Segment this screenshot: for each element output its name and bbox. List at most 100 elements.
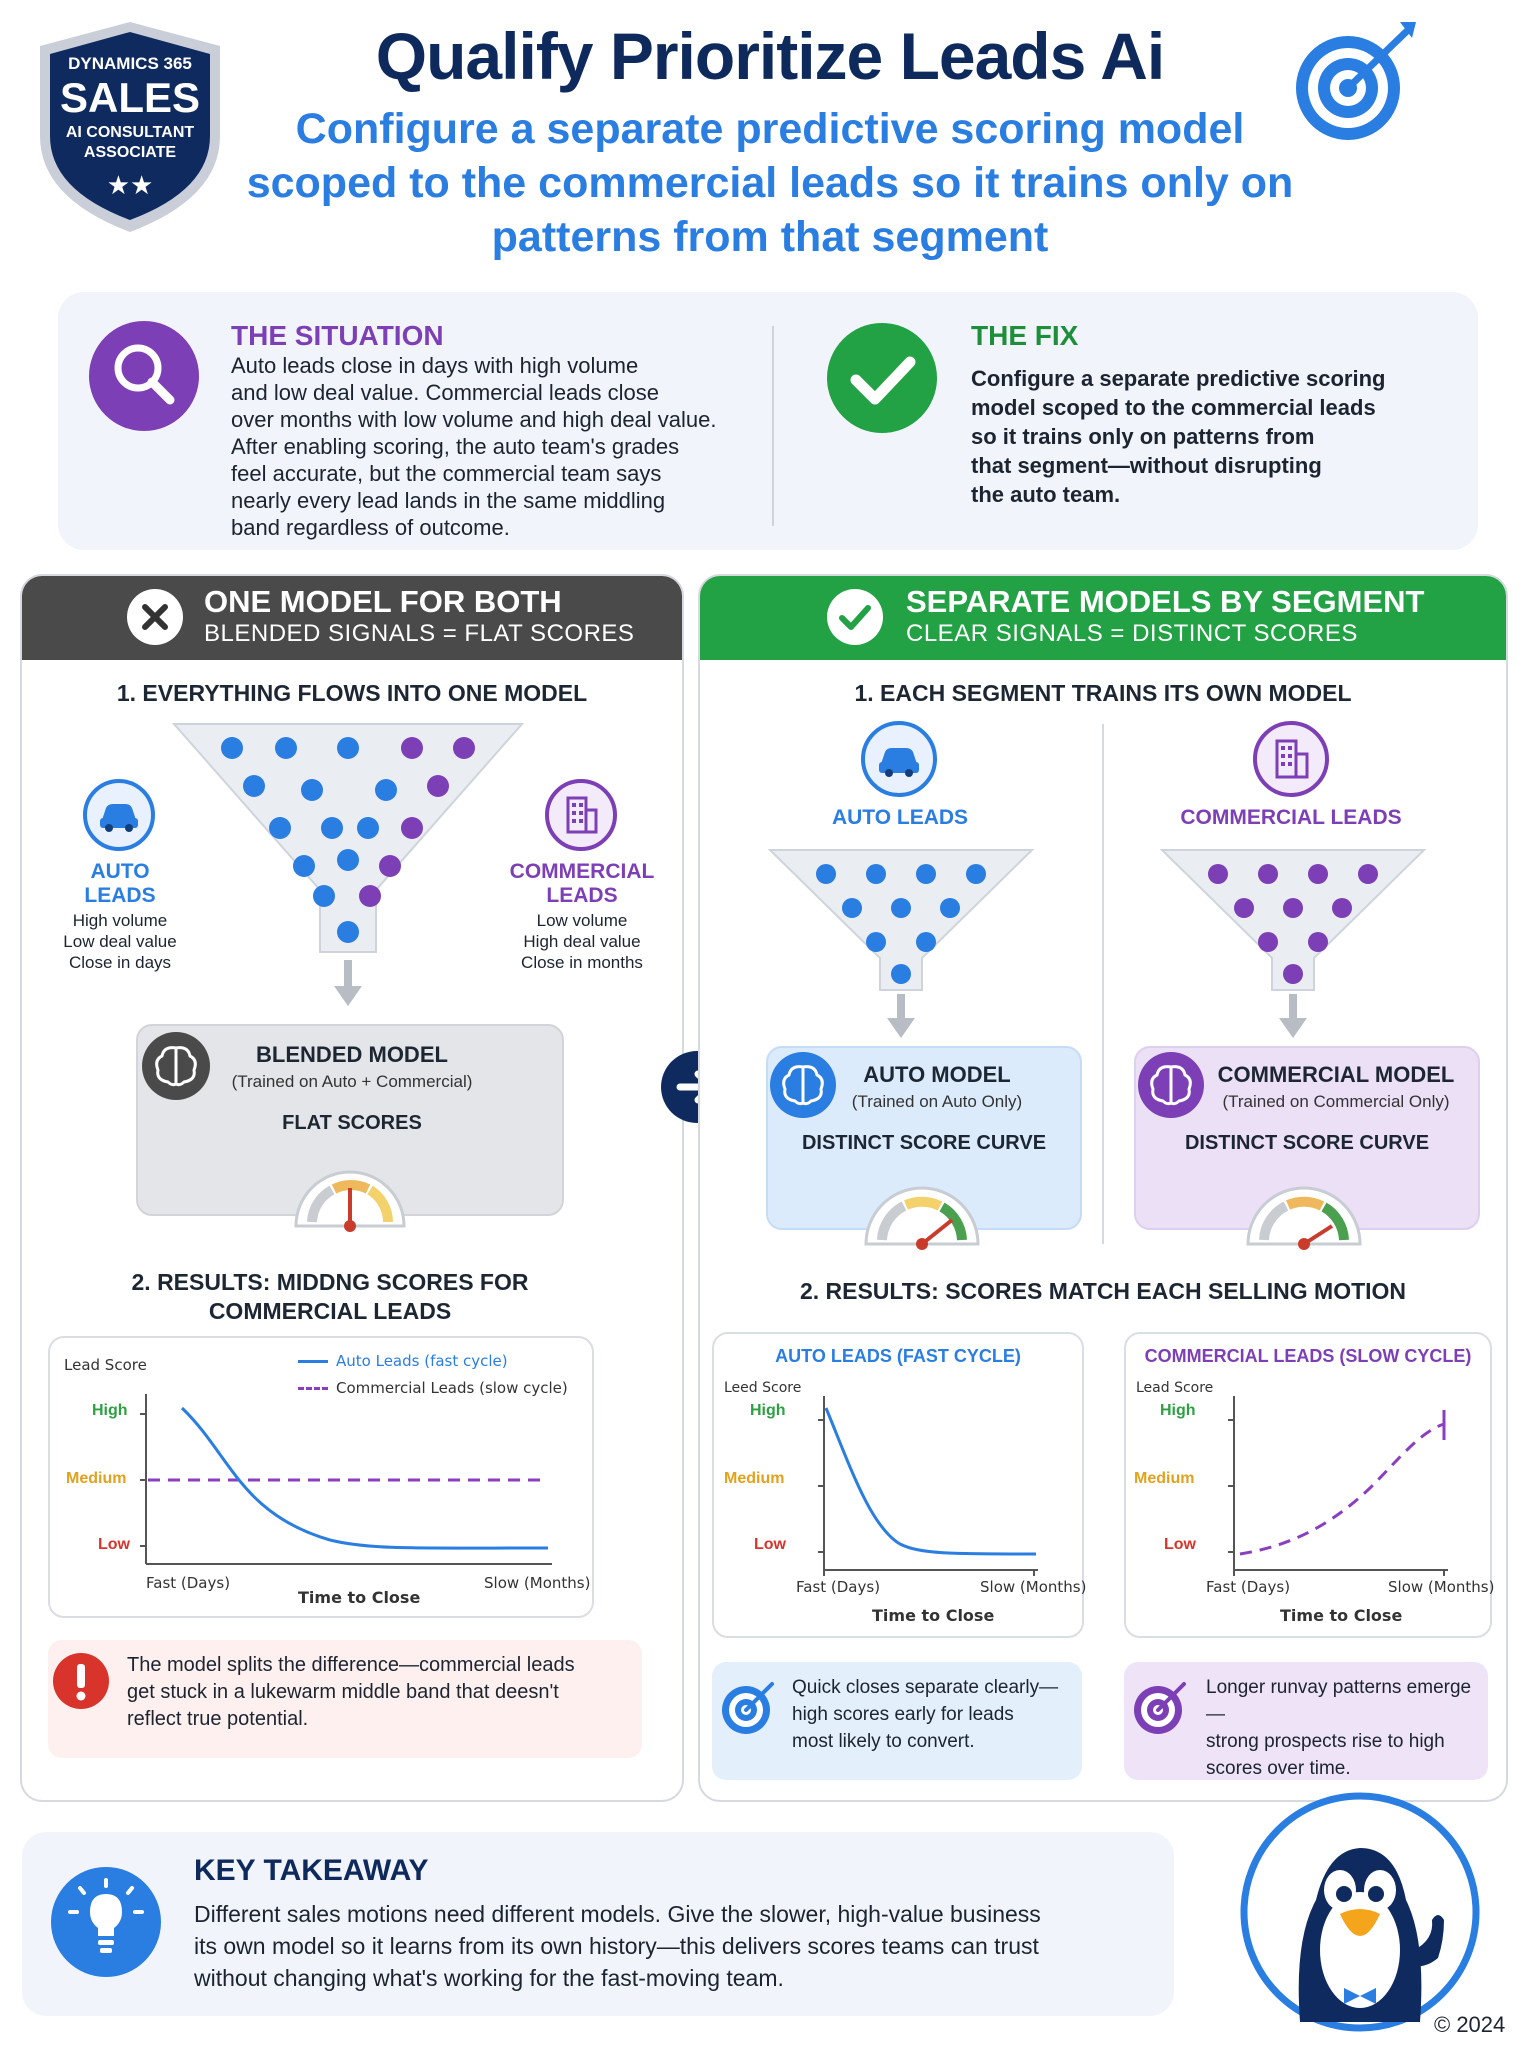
building-icon [544,778,618,852]
situation-line: and low deal value. Commercial leads clo… [231,380,659,405]
auto-chart-xlabel: Time to Close [872,1606,995,1625]
auto-tick-slow: Slow (Months) [980,1578,1087,1596]
key-takeaway-text: Different sales motions need different m… [194,1898,1154,1994]
target-icon [1290,18,1430,148]
commercial-insight-line: strong prospects rise to high [1206,1731,1445,1752]
commercial-chart-xlabel: Time to Close [1280,1606,1403,1625]
auto-funnel [766,846,1036,1042]
situation-line: over months with low volume and high dea… [231,407,717,432]
blended-chart-ylabel: Lead Score [64,1356,147,1374]
divider [772,326,774,526]
commercial-tick-fast: Fast (Days) [1206,1578,1291,1596]
blended-tick-medium: Medium [66,1470,127,1487]
commercial-chart-plot [1200,1396,1450,1576]
exclamation-icon [52,1652,110,1710]
fix-text: Configure a separate predictive scoring … [971,364,1451,509]
commercial-tick-low: Low [1164,1536,1196,1553]
blended-warning-card [48,1640,642,1758]
auto-tick-high: High [750,1402,786,1419]
commercial-detail: High deal value [523,932,641,951]
blended-legend-auto: Auto Leads (fast cycle) [336,1352,508,1370]
brain-icon [140,1030,212,1102]
auto-leads-label: AUTO LEADS [831,806,969,829]
commercial-tick-high: High [1160,1402,1196,1419]
page-subtitle: Configure a separate predictive scoring … [246,105,1294,261]
left-step1-title: 1. EVERYTHING FLOWS INTO ONE MODEL [116,680,588,706]
checkmark-icon [826,322,938,434]
blended-legend-auto-swatch [298,1360,328,1363]
commercial-funnel [1158,846,1428,1042]
auto-tick-medium: Medium [724,1470,785,1487]
blended-chart-plot [140,1394,560,1570]
car-icon [82,778,156,852]
gauge-icon [290,1148,410,1234]
page-title: Qualify Prioritize Leads Ai [375,19,1165,93]
separate-models-subtitle: CLEAR SIGNALS = DISTINCT SCORES [906,620,1358,647]
fix-line: that segment—without disrupting [971,453,1322,478]
auto-tick-fast: Fast (Days) [796,1578,881,1596]
left-auto-details: High volume Low deal value Close in days [40,910,200,973]
fix-line: Configure a separate predictive scoring [971,366,1386,391]
auto-tick-low: Low [754,1536,786,1553]
auto-label-line: LEADS [84,884,156,907]
commercial-brain-icon [1136,1050,1206,1120]
auto-detail: High volume [72,911,168,930]
commercial-model-title: COMMERCIAL MODEL [1217,1062,1455,1087]
penguin-mascot [1238,1790,1482,2034]
commercial-chart-title: COMMERCIAL LEADS (SLOW CYCLE) [1144,1346,1472,1366]
blended-chart-card [48,1336,594,1618]
commercial-label-line: COMMERCIAL [509,860,655,883]
auto-chart-plot [790,1396,1040,1576]
right-step2-title: 2. RESULTS: SCORES MATCH EACH SELLING MO… [799,1278,1407,1304]
auto-chart-card [712,1332,1084,1638]
one-model-title: ONE MODEL FOR BOTH [204,584,562,619]
key-takeaway-heading: KEY TAKEAWAY [194,1854,429,1887]
takeaway-line: Different sales motions need different m… [194,1901,1041,1927]
commercial-model-flag: DISTINCT SCORE CURVE [1184,1132,1430,1154]
left-step2-line: 2. RESULTS: MIDDNG SCORES FOR [131,1269,529,1295]
commercial-building-icon [1252,720,1330,798]
left-commercial-label: COMMERCIAL LEADS [500,860,664,908]
badge-line4: ASSOCIATE [83,144,177,161]
auto-model-sub: (Trained on Auto Only) [851,1092,1023,1111]
auto-insight-line: Quick closes separate clearly— [792,1677,1059,1698]
takeaway-line: its own model so it learns from its own … [194,1933,1039,1959]
situation-heading: THE SITUATION [231,320,444,351]
badge-line1: DYNAMICS 365 [68,54,192,73]
commercial-insight-text: Longer runvay patterns emerge— strong pr… [1206,1674,1486,1782]
auto-insight-card [712,1662,1082,1780]
auto-brain-icon [768,1050,838,1120]
blended-chart-xlabel: Time to Close [298,1588,421,1607]
blended-legend-commercial: Commercial Leads (slow cycle) [336,1379,568,1397]
auto-label-line: AUTO [90,860,150,883]
situation-line: Auto leads close in days with high volum… [231,353,639,378]
auto-insight-line: high scores early for leads [792,1704,1014,1725]
commercial-insight-card [1124,1662,1488,1780]
lightbulb-icon [50,1866,162,1978]
badge-stars: ★★ [106,170,154,200]
fix-line: model scoped to the commercial leads [971,395,1376,420]
commercial-tick-slow: Slow (Months) [1388,1578,1495,1596]
warning-line: get stuck in a lukewarm middle band that… [127,1681,559,1703]
commercial-insight-line: scores over time. [1206,1758,1351,1779]
situation-text: Auto leads close in days with high volum… [231,352,751,541]
left-auto-label: AUTO LEADS [40,860,200,908]
magnifier-icon [88,320,200,432]
blended-tick-fast: Fast (Days) [146,1574,231,1592]
left-step2-title: 2. RESULTS: MIDDNG SCORES FOR COMMERCIAL… [20,1268,640,1326]
blended-warning-text: The model splits the difference—commerci… [127,1652,637,1733]
warning-line: reflect true potential. [127,1708,309,1730]
auto-insight-target-icon [718,1676,780,1738]
key-takeaway-card [22,1832,1174,2016]
flat-scores-label: FLAT SCORES [282,1112,422,1134]
badge-line3: AI CONSULTANT [65,124,195,141]
situation-line: nearly every lead lands in the same midd… [231,488,666,513]
commercial-insight-target-icon [1130,1676,1192,1738]
situation-line: After enabling scoring, the auto team's … [231,434,680,459]
left-step2-line: COMMERCIAL LEADS [208,1298,452,1324]
auto-chart-title: AUTO LEADS (FAST CYCLE) [775,1346,1021,1366]
situation-line: feel accurate, but the commercial team s… [231,461,662,486]
blended-tick-low: Low [98,1536,130,1553]
blended-model-title: BLENDED MODEL [256,1042,448,1067]
one-model-subtitle: BLENDED SIGNALS = FLAT SCORES [204,620,635,647]
